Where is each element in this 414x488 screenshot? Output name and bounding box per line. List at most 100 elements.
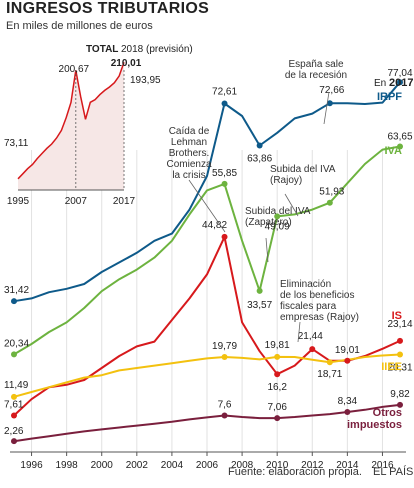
point-irpf-2013 bbox=[326, 100, 333, 107]
series-line-irpf bbox=[13, 81, 401, 303]
point-iiee-1995 bbox=[11, 393, 17, 400]
x-tick-label-2002: 2002 bbox=[126, 460, 149, 471]
value-label-iiee-2013: 18,71 bbox=[317, 369, 342, 380]
point-irpf-2007 bbox=[221, 100, 228, 107]
year-label: En 2017 bbox=[374, 77, 414, 89]
annotation-recesion-line-0: España sale bbox=[288, 59, 343, 70]
value-label-iva-2010: 49,09 bbox=[265, 221, 290, 232]
inset-line bbox=[17, 61, 125, 180]
point-iva-2017 bbox=[397, 143, 403, 150]
series-label-otros-2: impuestos bbox=[347, 419, 402, 431]
point-otros-impuestos-2014 bbox=[344, 408, 351, 415]
series-line-otros-impuestos bbox=[13, 403, 401, 443]
annotation-iva_rajoy-line-0: Subida del IVA bbox=[270, 164, 336, 175]
source-note: Fuente: elaboración propia. bbox=[228, 466, 362, 478]
series-label-is: IS bbox=[392, 310, 402, 322]
inset-total-label-rest: 2018 (previsión) bbox=[121, 44, 193, 55]
value-label-is-2014: 19,01 bbox=[335, 345, 360, 356]
value-label-is-2010: 16,2 bbox=[267, 382, 287, 393]
leader-recesion bbox=[323, 91, 330, 125]
point-iiee-2007 bbox=[221, 354, 228, 361]
value-label-is-2007: 44,82 bbox=[202, 220, 227, 231]
leader-iva-zapatero bbox=[265, 237, 269, 263]
value-label-iiee-1995: 11,49 bbox=[4, 380, 29, 391]
point-is-2012 bbox=[309, 346, 316, 353]
x-tick-label-2006: 2006 bbox=[196, 460, 219, 471]
value-label-iva-2007: 55,85 bbox=[212, 168, 237, 179]
value-label-iva-2009: 33,57 bbox=[247, 300, 272, 311]
inset-total-label-bold: TOTAL bbox=[86, 44, 121, 55]
annotation-iva_zapatero-line-0: Subida del IVA bbox=[245, 206, 311, 217]
value-label-irpf-2013: 72,66 bbox=[319, 85, 344, 96]
brand-label: EL PAÍS bbox=[373, 466, 414, 478]
annotation-lehman-line-3: Comienza bbox=[166, 159, 211, 170]
series-label-iiee: IIEE bbox=[381, 361, 402, 373]
value-label-irpf-2009: 63,86 bbox=[247, 153, 272, 164]
inset-tick-label-1995: 1995 bbox=[7, 196, 30, 207]
inset-value-label-1995: 73,11 bbox=[4, 138, 29, 149]
value-label-iiee-2007: 19,79 bbox=[212, 341, 237, 352]
value-label-is-1995: 7,61 bbox=[4, 399, 24, 410]
annotation-lehman-line-2: Brothers. bbox=[169, 148, 210, 159]
point-iva-2007 bbox=[221, 180, 228, 187]
annotation-beneficios-line-3: empresas (Rajoy) bbox=[280, 312, 359, 323]
point-otros-impuestos-2017 bbox=[397, 401, 403, 408]
value-label-iva-2017: 63,65 bbox=[387, 131, 412, 142]
x-tick-label-2012: 2012 bbox=[301, 460, 324, 471]
series-line-iva bbox=[13, 145, 401, 356]
value-label-is-2012: 21,44 bbox=[298, 331, 323, 342]
point-iiee-2017 bbox=[397, 351, 403, 358]
point-is-2014 bbox=[344, 357, 351, 364]
inset-total-label: TOTAL 2018 (previsión) bbox=[86, 44, 193, 55]
value-label-is-2017: 23,14 bbox=[387, 319, 412, 330]
annotation-iva_rajoy-line-1: (Rajoy) bbox=[270, 175, 302, 186]
value-label-irpf-2007: 72,61 bbox=[212, 86, 237, 97]
chart-title: INGRESOS TRIBUTARIOS bbox=[6, 0, 210, 17]
inset-value-label-2016: 193,95 bbox=[130, 75, 161, 86]
point-irpf-2017 bbox=[397, 79, 403, 86]
value-label-otros-impuestos-1995: 2,26 bbox=[4, 426, 24, 437]
annotation-lehman-line-1: Lehman bbox=[171, 137, 207, 148]
point-is-2007 bbox=[221, 233, 228, 240]
inset-tick-label-2017: 2017 bbox=[113, 196, 136, 207]
series-label-iva: IVA bbox=[384, 145, 402, 157]
chart-subtitle: En miles de millones de euros bbox=[6, 20, 153, 32]
series-label-otros-1: Otros bbox=[373, 407, 402, 419]
point-is-2017 bbox=[397, 337, 403, 344]
annotation-beneficios-line-2: fiscales para bbox=[280, 301, 337, 312]
series-line-iiee bbox=[13, 353, 401, 398]
value-label-otros-impuestos-2010: 7,06 bbox=[267, 402, 287, 413]
point-otros-impuestos-2007 bbox=[221, 412, 228, 419]
annotation-lehman-line-4: la crisis bbox=[172, 170, 205, 181]
point-iva-1995 bbox=[11, 351, 17, 358]
point-otros-impuestos-1995 bbox=[11, 438, 17, 445]
value-label-irpf-2017: 77,04 bbox=[387, 68, 412, 79]
inset-area bbox=[18, 62, 124, 191]
inset-value-label-2007: 200,67 bbox=[59, 64, 90, 75]
point-iiee-2013 bbox=[326, 359, 333, 366]
inset-tick-label-2007: 2007 bbox=[65, 196, 88, 207]
annotation-iva_zapatero-line-1: (Zapatero) bbox=[245, 217, 292, 228]
point-irpf-2009 bbox=[256, 142, 263, 149]
x-tick-label-2016: 2016 bbox=[371, 460, 394, 471]
point-is-2010 bbox=[274, 371, 281, 378]
leader-beneficios bbox=[297, 321, 301, 343]
point-iva-2010 bbox=[274, 213, 281, 220]
x-tick-label-2010: 2010 bbox=[266, 460, 289, 471]
annotation-lehman-line-0: Caída de bbox=[169, 126, 210, 137]
point-irpf-1995 bbox=[11, 298, 17, 305]
x-tick-label-2004: 2004 bbox=[161, 460, 184, 471]
value-label-irpf-1995: 31,42 bbox=[4, 285, 29, 296]
point-iiee-2010 bbox=[274, 353, 281, 360]
annotation-beneficios-line-0: Eliminación bbox=[280, 279, 331, 290]
x-tick-label-2008: 2008 bbox=[231, 460, 254, 471]
point-iva-2009 bbox=[256, 287, 263, 294]
annotation-beneficios-line-1: de los beneficios bbox=[280, 290, 355, 301]
value-label-iva-1995: 20,34 bbox=[4, 338, 29, 349]
leader-iva-rajoy bbox=[284, 193, 299, 217]
annotation-recesion-line-1: de la recesión bbox=[285, 70, 347, 81]
value-label-iva-2013: 51,93 bbox=[319, 187, 344, 198]
value-label-otros-impuestos-2007: 7,6 bbox=[218, 400, 232, 411]
x-tick-label-2014: 2014 bbox=[336, 460, 359, 471]
